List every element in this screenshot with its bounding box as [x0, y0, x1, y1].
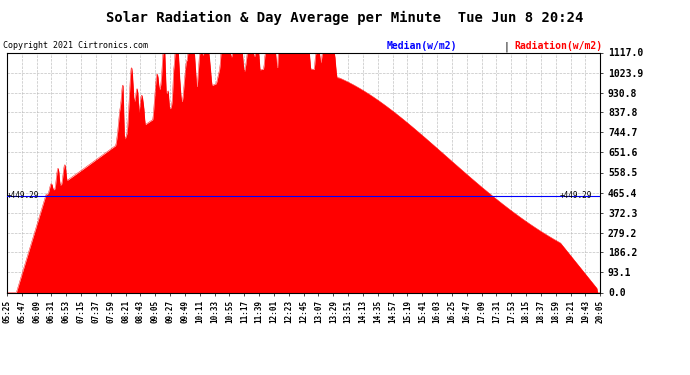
Text: +449.29: +449.29: [560, 192, 592, 201]
Text: Solar Radiation & Day Average per Minute  Tue Jun 8 20:24: Solar Radiation & Day Average per Minute…: [106, 11, 584, 26]
Text: Radiation(w/m2): Radiation(w/m2): [514, 41, 602, 51]
Text: +449.29: +449.29: [7, 192, 39, 201]
Text: Median(w/m2): Median(w/m2): [386, 41, 457, 51]
Text: |: |: [504, 41, 510, 52]
Text: Copyright 2021 Cirtronics.com: Copyright 2021 Cirtronics.com: [3, 41, 148, 50]
